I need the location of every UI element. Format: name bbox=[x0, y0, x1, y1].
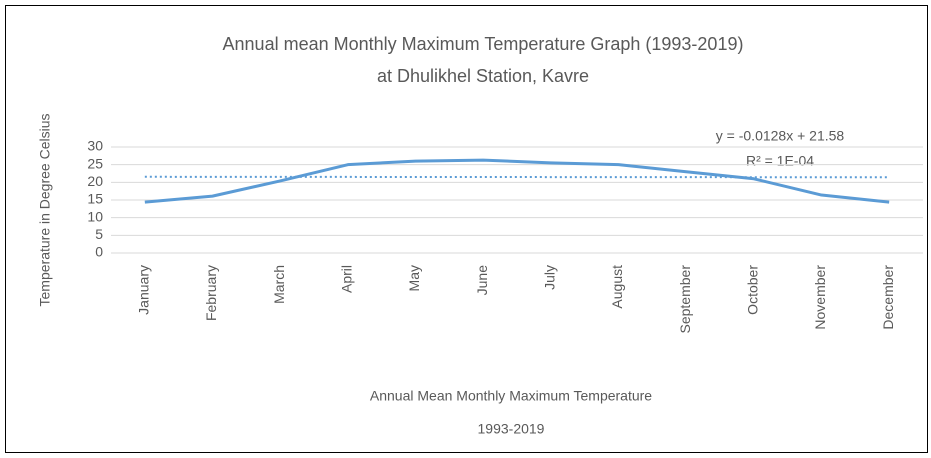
trendline-r2: R² = 1E-04 bbox=[746, 153, 814, 169]
x-tick-label: February bbox=[203, 265, 219, 321]
x-tick-label: October bbox=[745, 265, 761, 315]
x-tick-label: January bbox=[136, 265, 152, 315]
x-tick-label: April bbox=[339, 265, 355, 293]
y-tick-label: 30 bbox=[87, 138, 103, 154]
y-tick-label: 5 bbox=[95, 226, 103, 242]
y-axis-title: Temperature in Degree Celsius bbox=[37, 114, 53, 307]
x-tick-label: August bbox=[609, 265, 625, 309]
y-tick-label: 15 bbox=[87, 191, 103, 207]
chart-title: at Dhulikhel Station, Kavre bbox=[377, 66, 589, 86]
x-tick-label: July bbox=[542, 265, 558, 290]
x-tick-label: June bbox=[474, 265, 490, 296]
x-tick-label: November bbox=[812, 265, 828, 330]
data-line bbox=[144, 158, 890, 204]
y-tick-label: 20 bbox=[87, 173, 103, 189]
y-tick-label: 0 bbox=[95, 244, 103, 260]
chart-frame bbox=[5, 5, 928, 453]
x-tick-label: December bbox=[880, 265, 896, 330]
x-tick-label: September bbox=[677, 265, 693, 334]
x-axis-title: 1993-2019 bbox=[478, 421, 545, 437]
y-tick-label: 25 bbox=[87, 155, 103, 171]
y-tick-label: 10 bbox=[87, 208, 103, 224]
x-tick-label: March bbox=[271, 265, 287, 304]
chart-title: Annual mean Monthly Maximum Temperature … bbox=[223, 34, 744, 54]
trendline-equation: y = -0.0128x + 21.58 bbox=[716, 128, 845, 144]
x-tick-label: May bbox=[406, 265, 422, 291]
x-axis-title: Annual Mean Monthly Maximum Temperature bbox=[370, 388, 652, 404]
